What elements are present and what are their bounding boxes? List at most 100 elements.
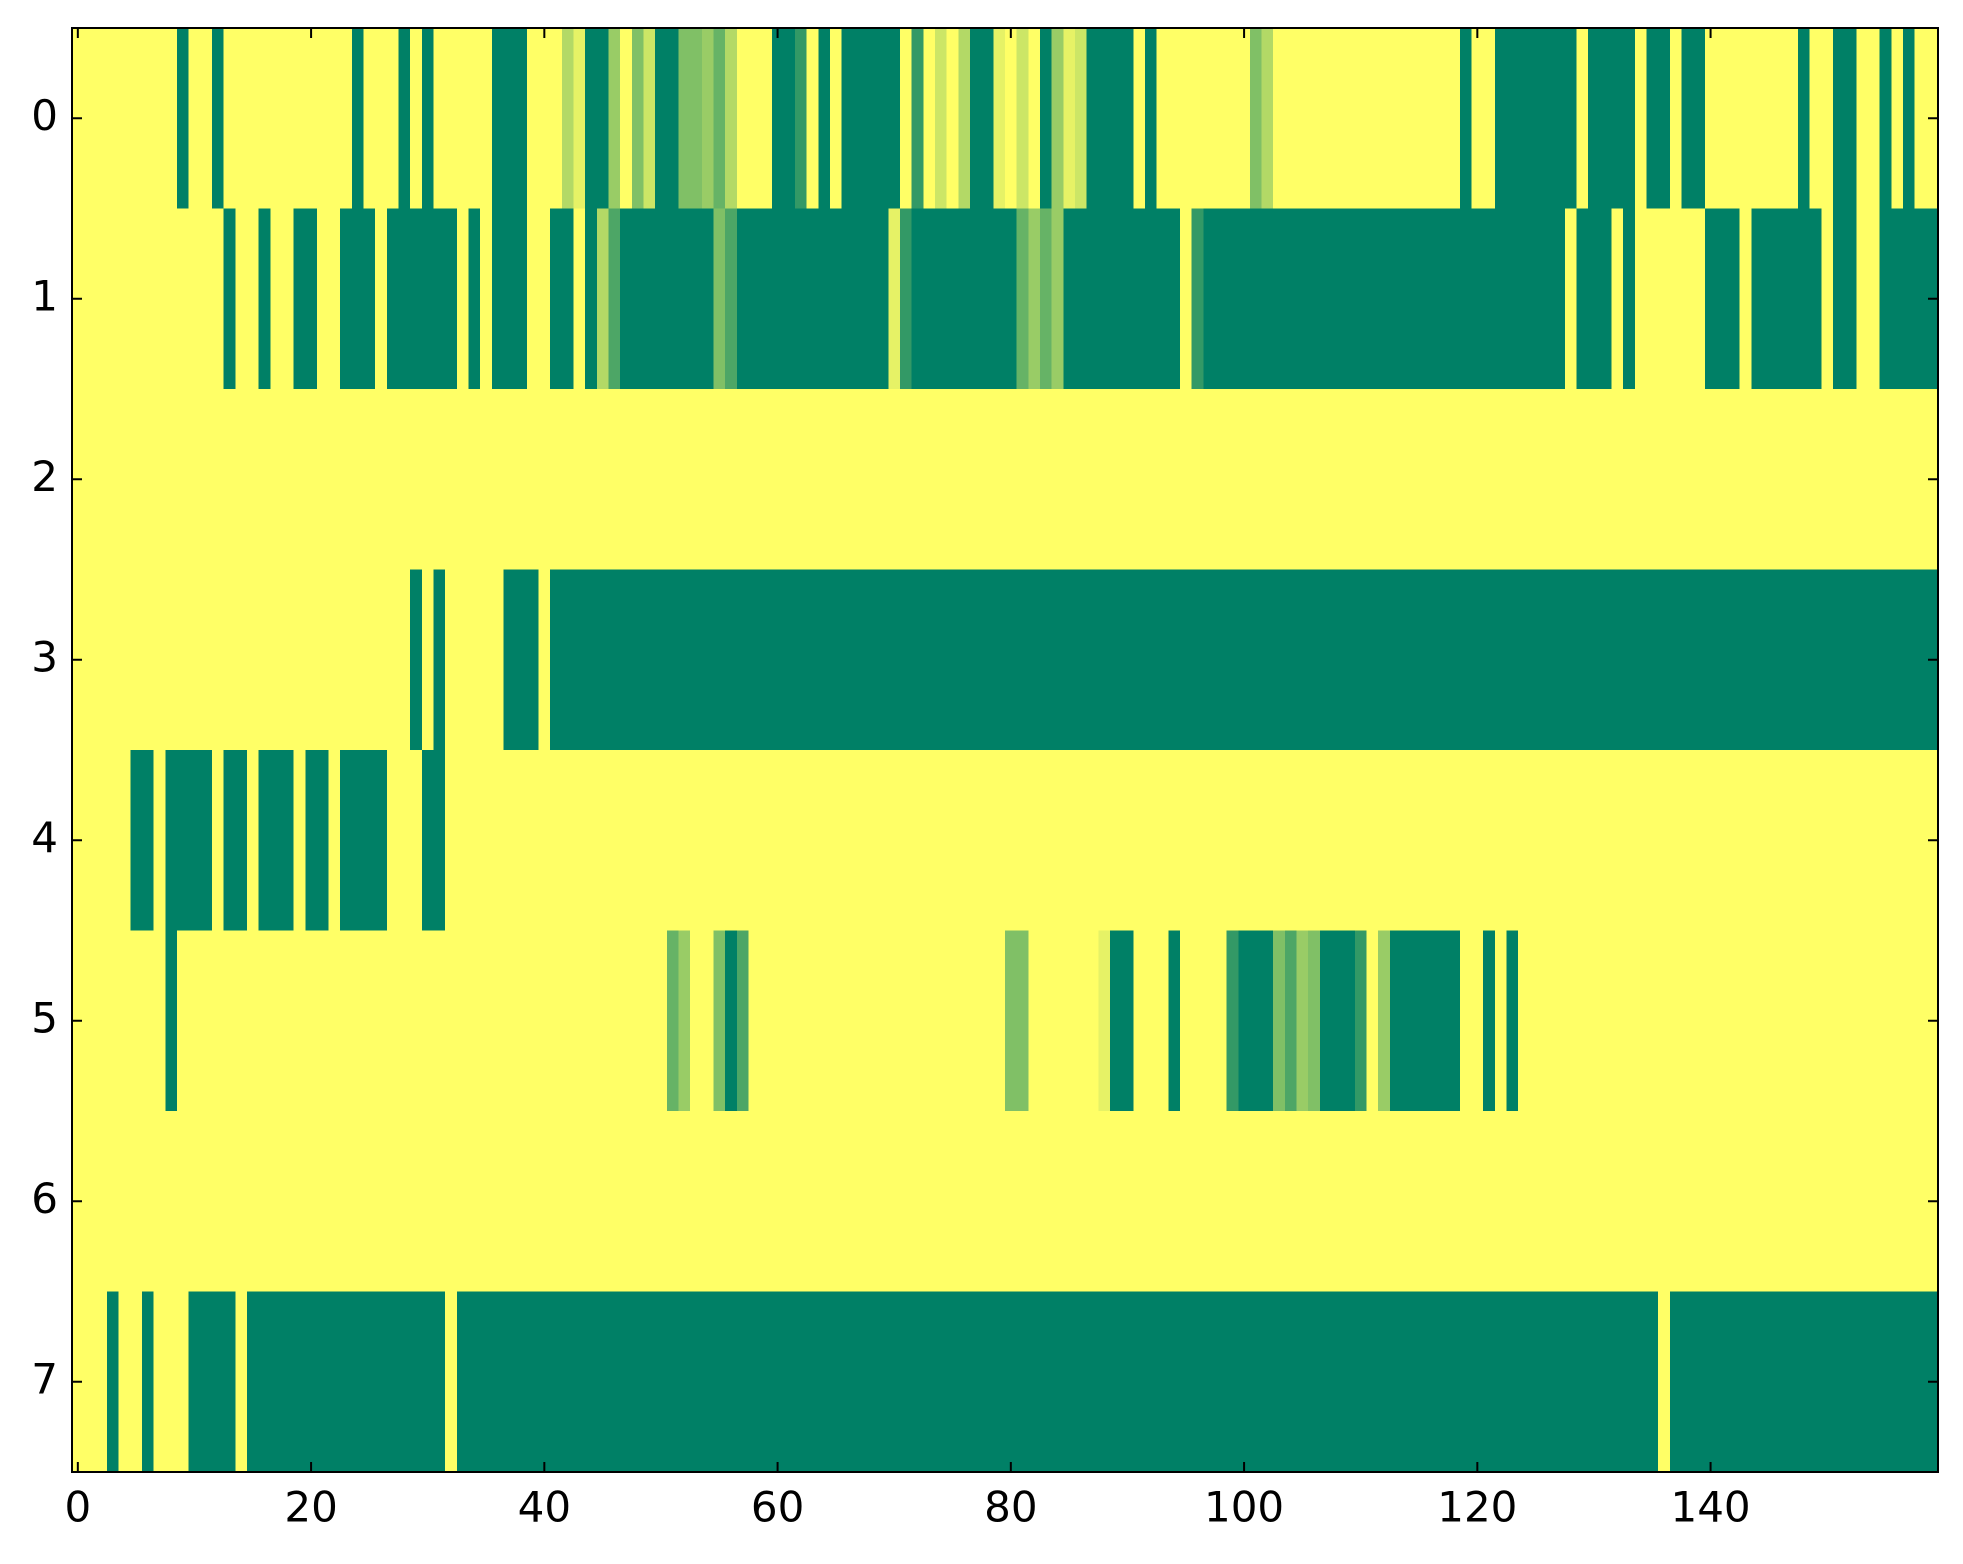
heatmap-cell xyxy=(1634,930,1648,1112)
heatmap-cell xyxy=(806,1291,819,1473)
heatmap-cell xyxy=(1786,208,1799,390)
heatmap-cell xyxy=(1039,208,1053,390)
heatmap-cell xyxy=(468,208,481,390)
heatmap-cell xyxy=(480,389,493,571)
heatmap-cell xyxy=(1844,1291,1857,1473)
heatmap-cell xyxy=(1821,930,1834,1112)
heatmap-cell xyxy=(1751,569,1764,751)
y-tick-label: 6 xyxy=(31,1174,58,1223)
heatmap-cell xyxy=(491,930,505,1112)
heatmap-cell xyxy=(1261,1111,1274,1293)
heatmap-cell xyxy=(1564,208,1578,390)
heatmap-cell xyxy=(1273,569,1286,751)
heatmap-cell xyxy=(1553,389,1566,571)
heatmap-cell xyxy=(1039,569,1053,751)
heatmap-cell xyxy=(526,28,540,210)
heatmap-cell xyxy=(1308,28,1321,210)
heatmap-cell xyxy=(95,208,108,390)
heatmap-cell xyxy=(1378,389,1391,571)
heatmap-cell xyxy=(305,1111,318,1293)
heatmap-cell xyxy=(538,28,551,210)
heatmap-cell xyxy=(386,389,400,571)
heatmap-cell xyxy=(1693,208,1706,390)
heatmap-cell xyxy=(305,750,318,932)
heatmap-cell xyxy=(1868,750,1881,932)
heatmap-cell xyxy=(1238,930,1251,1112)
heatmap-cell xyxy=(1005,1111,1018,1293)
heatmap-cell xyxy=(1774,389,1787,571)
heatmap-cell xyxy=(1471,750,1484,932)
heatmap-cell xyxy=(526,389,540,571)
heatmap-cell xyxy=(993,930,1006,1112)
heatmap-cell xyxy=(1098,750,1111,932)
heatmap-cell xyxy=(1844,208,1857,390)
heatmap-cell xyxy=(95,930,108,1112)
heatmap-cell xyxy=(935,28,948,210)
heatmap-cell xyxy=(1366,1111,1379,1293)
heatmap-cell xyxy=(1541,569,1554,751)
heatmap-cell xyxy=(1249,930,1263,1112)
heatmap-cell xyxy=(258,1291,271,1473)
heatmap-cell xyxy=(655,389,668,571)
heatmap-cell xyxy=(935,569,948,751)
heatmap-cell xyxy=(281,208,295,390)
heatmap-cell xyxy=(1354,750,1368,932)
heatmap-cell xyxy=(690,28,703,210)
heatmap-cell xyxy=(701,1111,715,1293)
heatmap-cell xyxy=(141,750,155,932)
heatmap-cell xyxy=(1331,389,1344,571)
heatmap-cell xyxy=(1063,208,1076,390)
heatmap-cell xyxy=(316,208,330,390)
heatmap-cell xyxy=(1798,389,1811,571)
heatmap-cell xyxy=(1809,1111,1822,1293)
heatmap-cell xyxy=(1448,930,1461,1112)
heatmap-cell xyxy=(1576,1111,1589,1293)
heatmap-cell xyxy=(1868,208,1881,390)
heatmap-cell xyxy=(106,208,120,390)
heatmap-cell xyxy=(1576,930,1589,1112)
heatmap-cell xyxy=(1273,28,1286,210)
heatmap-cell xyxy=(1763,750,1776,932)
heatmap-cell xyxy=(771,1291,785,1473)
heatmap-cell xyxy=(573,569,586,751)
heatmap-cell xyxy=(1494,750,1508,932)
heatmap-cell xyxy=(643,208,656,390)
heatmap-cell xyxy=(1553,28,1566,210)
heatmap-cell xyxy=(1319,389,1333,571)
heatmap-cell xyxy=(1238,569,1251,751)
heatmap-cell xyxy=(1786,930,1799,1112)
heatmap-cell xyxy=(106,389,120,571)
heatmap-cell xyxy=(1144,1111,1158,1293)
heatmap-cell xyxy=(1284,1291,1298,1473)
heatmap-cell xyxy=(1506,750,1519,932)
heatmap-cell xyxy=(841,750,854,932)
heatmap-cell xyxy=(246,930,260,1112)
heatmap-cell xyxy=(410,930,423,1112)
heatmap-cell xyxy=(176,1291,190,1473)
heatmap-cell xyxy=(1856,930,1869,1112)
heatmap-cell xyxy=(118,389,131,571)
heatmap-cell xyxy=(351,389,365,571)
heatmap-cell xyxy=(830,389,843,571)
heatmap-cell xyxy=(1074,208,1088,390)
heatmap-cell xyxy=(1284,28,1298,210)
heatmap-cell xyxy=(1051,930,1064,1112)
heatmap-cell xyxy=(561,208,575,390)
heatmap-cell xyxy=(888,1291,901,1473)
heatmap-cell xyxy=(1623,930,1636,1112)
heatmap-cell xyxy=(1191,389,1204,571)
heatmap-cell xyxy=(643,28,656,210)
heatmap-cell xyxy=(631,389,645,571)
heatmap-cell xyxy=(375,389,388,571)
heatmap-cell xyxy=(1448,1111,1461,1293)
heatmap-cell xyxy=(1168,930,1181,1112)
heatmap-cell xyxy=(1681,28,1694,210)
heatmap-cell xyxy=(1751,389,1764,571)
heatmap-cell xyxy=(340,930,353,1112)
heatmap-cell xyxy=(1541,1111,1554,1293)
heatmap-cell xyxy=(631,1291,645,1473)
heatmap-cell xyxy=(1261,28,1274,210)
heatmap-cell xyxy=(223,1291,236,1473)
heatmap-cell xyxy=(1226,1111,1239,1293)
